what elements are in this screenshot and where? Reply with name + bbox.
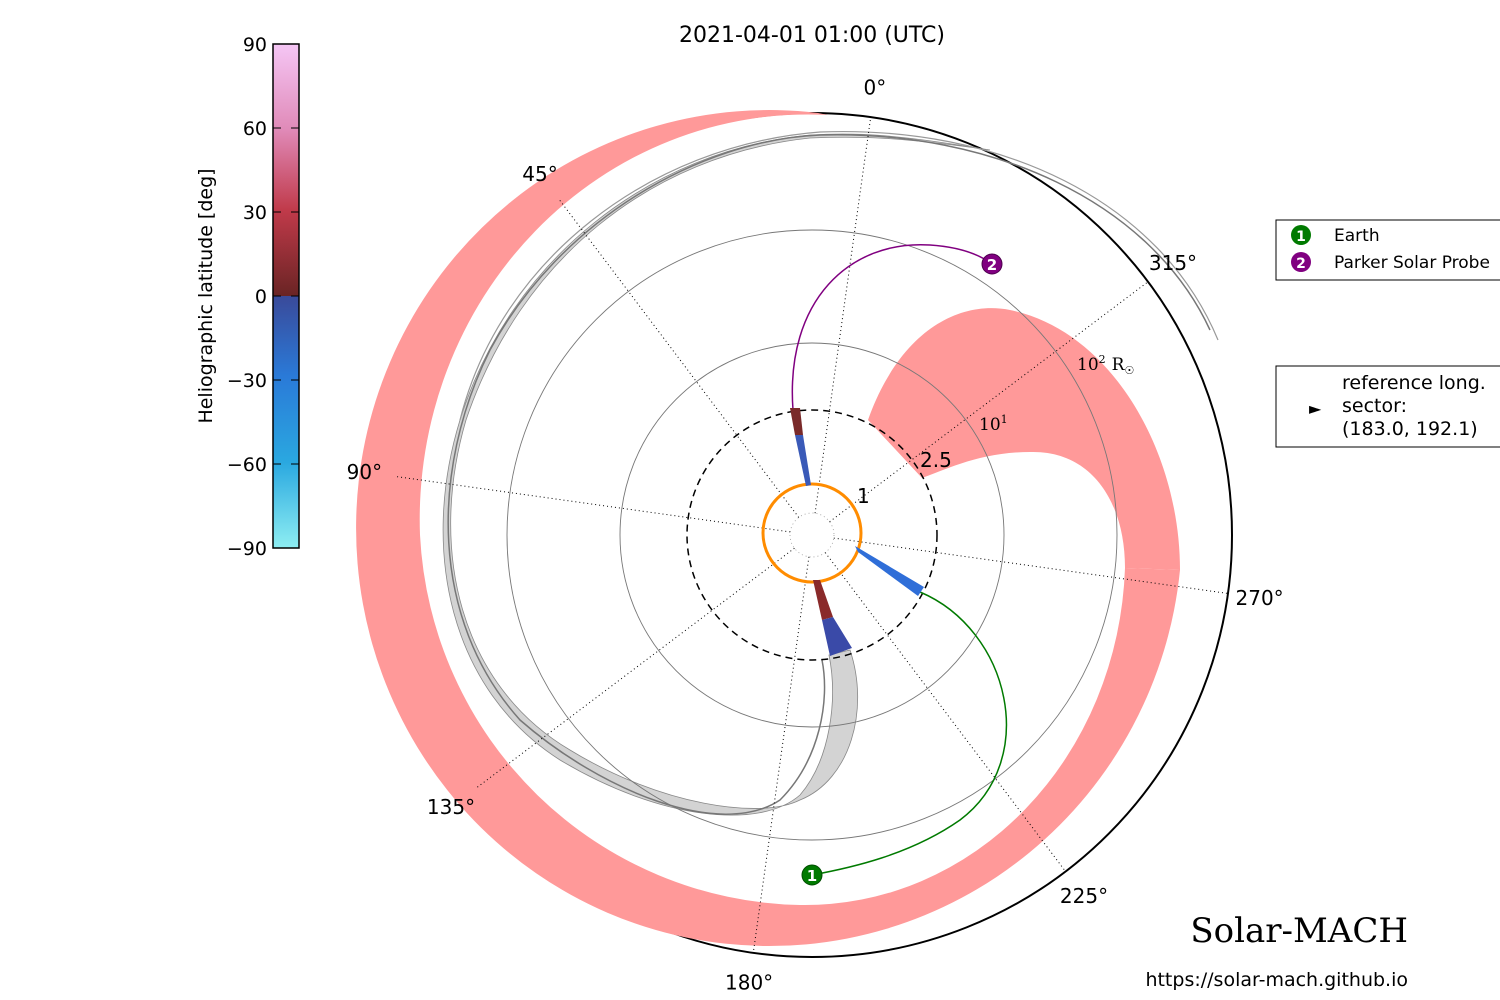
reference-line-2: sector: [1342,395,1407,417]
angle-spoke [558,199,800,518]
colorbar-tick-label: 30 [243,202,267,224]
radial-label-2-5: 2.5 [920,448,952,472]
radial-label-100-base: 10 [1077,355,1099,375]
psp-footpoint-segment-blue [795,435,811,486]
marker-earth-id: 1 [807,867,817,885]
colorbar-label: Heliographic latitude [deg] [195,168,217,423]
radial-circle-2-5 [686,409,938,661]
legend-reference: ► reference long. sector: (183.0, 192.1) [1275,365,1500,448]
brand-url[interactable]: https://solar-mach.github.io [1145,969,1408,991]
radial-circle-10 [619,342,1005,728]
radial-circle-100 [506,229,1118,841]
colorbar-tick-label: 90 [243,34,267,56]
colorbar-tick-label: 0 [255,286,267,308]
colorbar: Heliographic latitude [deg] 90 60 30 0 −30 −6… [195,34,300,560]
colorbar-ticks: 90 60 30 0 −30 −60 −90 [227,34,299,560]
polar-plot: 0°45°90°135°180°225°270°315° 1 2.5 101 1… [347,75,1284,994]
angle-spoke [753,556,810,951]
angle-tick-label: 0° [864,75,887,99]
radial-label-10: 101 [979,413,1008,435]
legend-earth-label: Earth [1334,226,1380,246]
source-surface-ring [761,482,863,584]
radial-label-10-base: 10 [979,415,1001,435]
neutral-sheet-band [442,133,991,816]
marker-earth[interactable]: 1 [801,864,823,886]
angle-spoke [824,552,1066,871]
radial-label-1: 1 [857,484,870,508]
angle-tick-label: 180° [725,971,773,995]
angle-tick-label: 225° [1060,884,1108,908]
legend-earth-id: 1 [1296,229,1306,245]
angle-tick-label: 90° [347,460,382,484]
radial-label-100-unit-sub: ☉ [1124,364,1134,377]
legend-item-earth[interactable]: 1 Earth [1291,225,1380,246]
legend-psp-label: Parker Solar Probe [1334,253,1490,273]
radial-label-100-unit: R [1112,355,1126,375]
earth-field-line [811,591,1008,876]
angle-tick-label: 270° [1236,586,1284,610]
inner-dotted-circle [789,512,835,558]
radial-label-100: 102 R☉ [1077,353,1134,377]
psp-footpoint-segment-red [790,408,803,435]
angle-spoke [476,547,795,789]
reference-footpoint-segment-red [813,580,833,620]
angle-tick-label: 315° [1149,251,1197,275]
marker-psp[interactable]: 2 [981,253,1003,275]
reference-marker-icon: ► [1309,399,1322,418]
angle-spoke [814,119,871,514]
radial-label-10-exp: 1 [1001,413,1008,426]
psp-field-line [791,244,993,411]
marker-psp-id: 2 [987,256,997,274]
colorbar-tick-label: −90 [227,538,267,560]
reference-line-1: reference long. [1342,372,1486,394]
radial-label-100-exp: 2 [1099,353,1106,366]
legend-item-psp[interactable]: 2 Parker Solar Probe [1291,252,1490,273]
field-line-grey-2 [459,130,1219,421]
legend-psp-id: 2 [1296,256,1306,272]
reference-footpoint-segment-blue [822,617,852,656]
angle-tick-labels: 0° 45° 90° 135° 180° 225° 270° 315° [347,75,1284,994]
colorbar-tick-label: 60 [243,118,267,140]
colorbar-tick-label: −30 [227,370,267,392]
legend-bodies: 1 Earth 2 Parker Solar Probe [1275,219,1500,281]
brand-name: Solar-MACH [1190,911,1408,951]
reference-line-3: (183.0, 192.1) [1342,418,1478,440]
field-line-grey [447,134,1211,815]
earth-footpoint-segment [855,546,924,596]
angle-tick-label: 45° [522,162,557,186]
angle-tick-label: 135° [427,795,475,819]
chart-title: 2021-04-01 01:00 (UTC) [679,23,945,48]
colorbar-tick-label: −60 [227,454,267,476]
sector-band-spiral [868,308,1180,570]
sector-band-outer [356,110,1180,947]
angle-spoke [396,476,791,533]
